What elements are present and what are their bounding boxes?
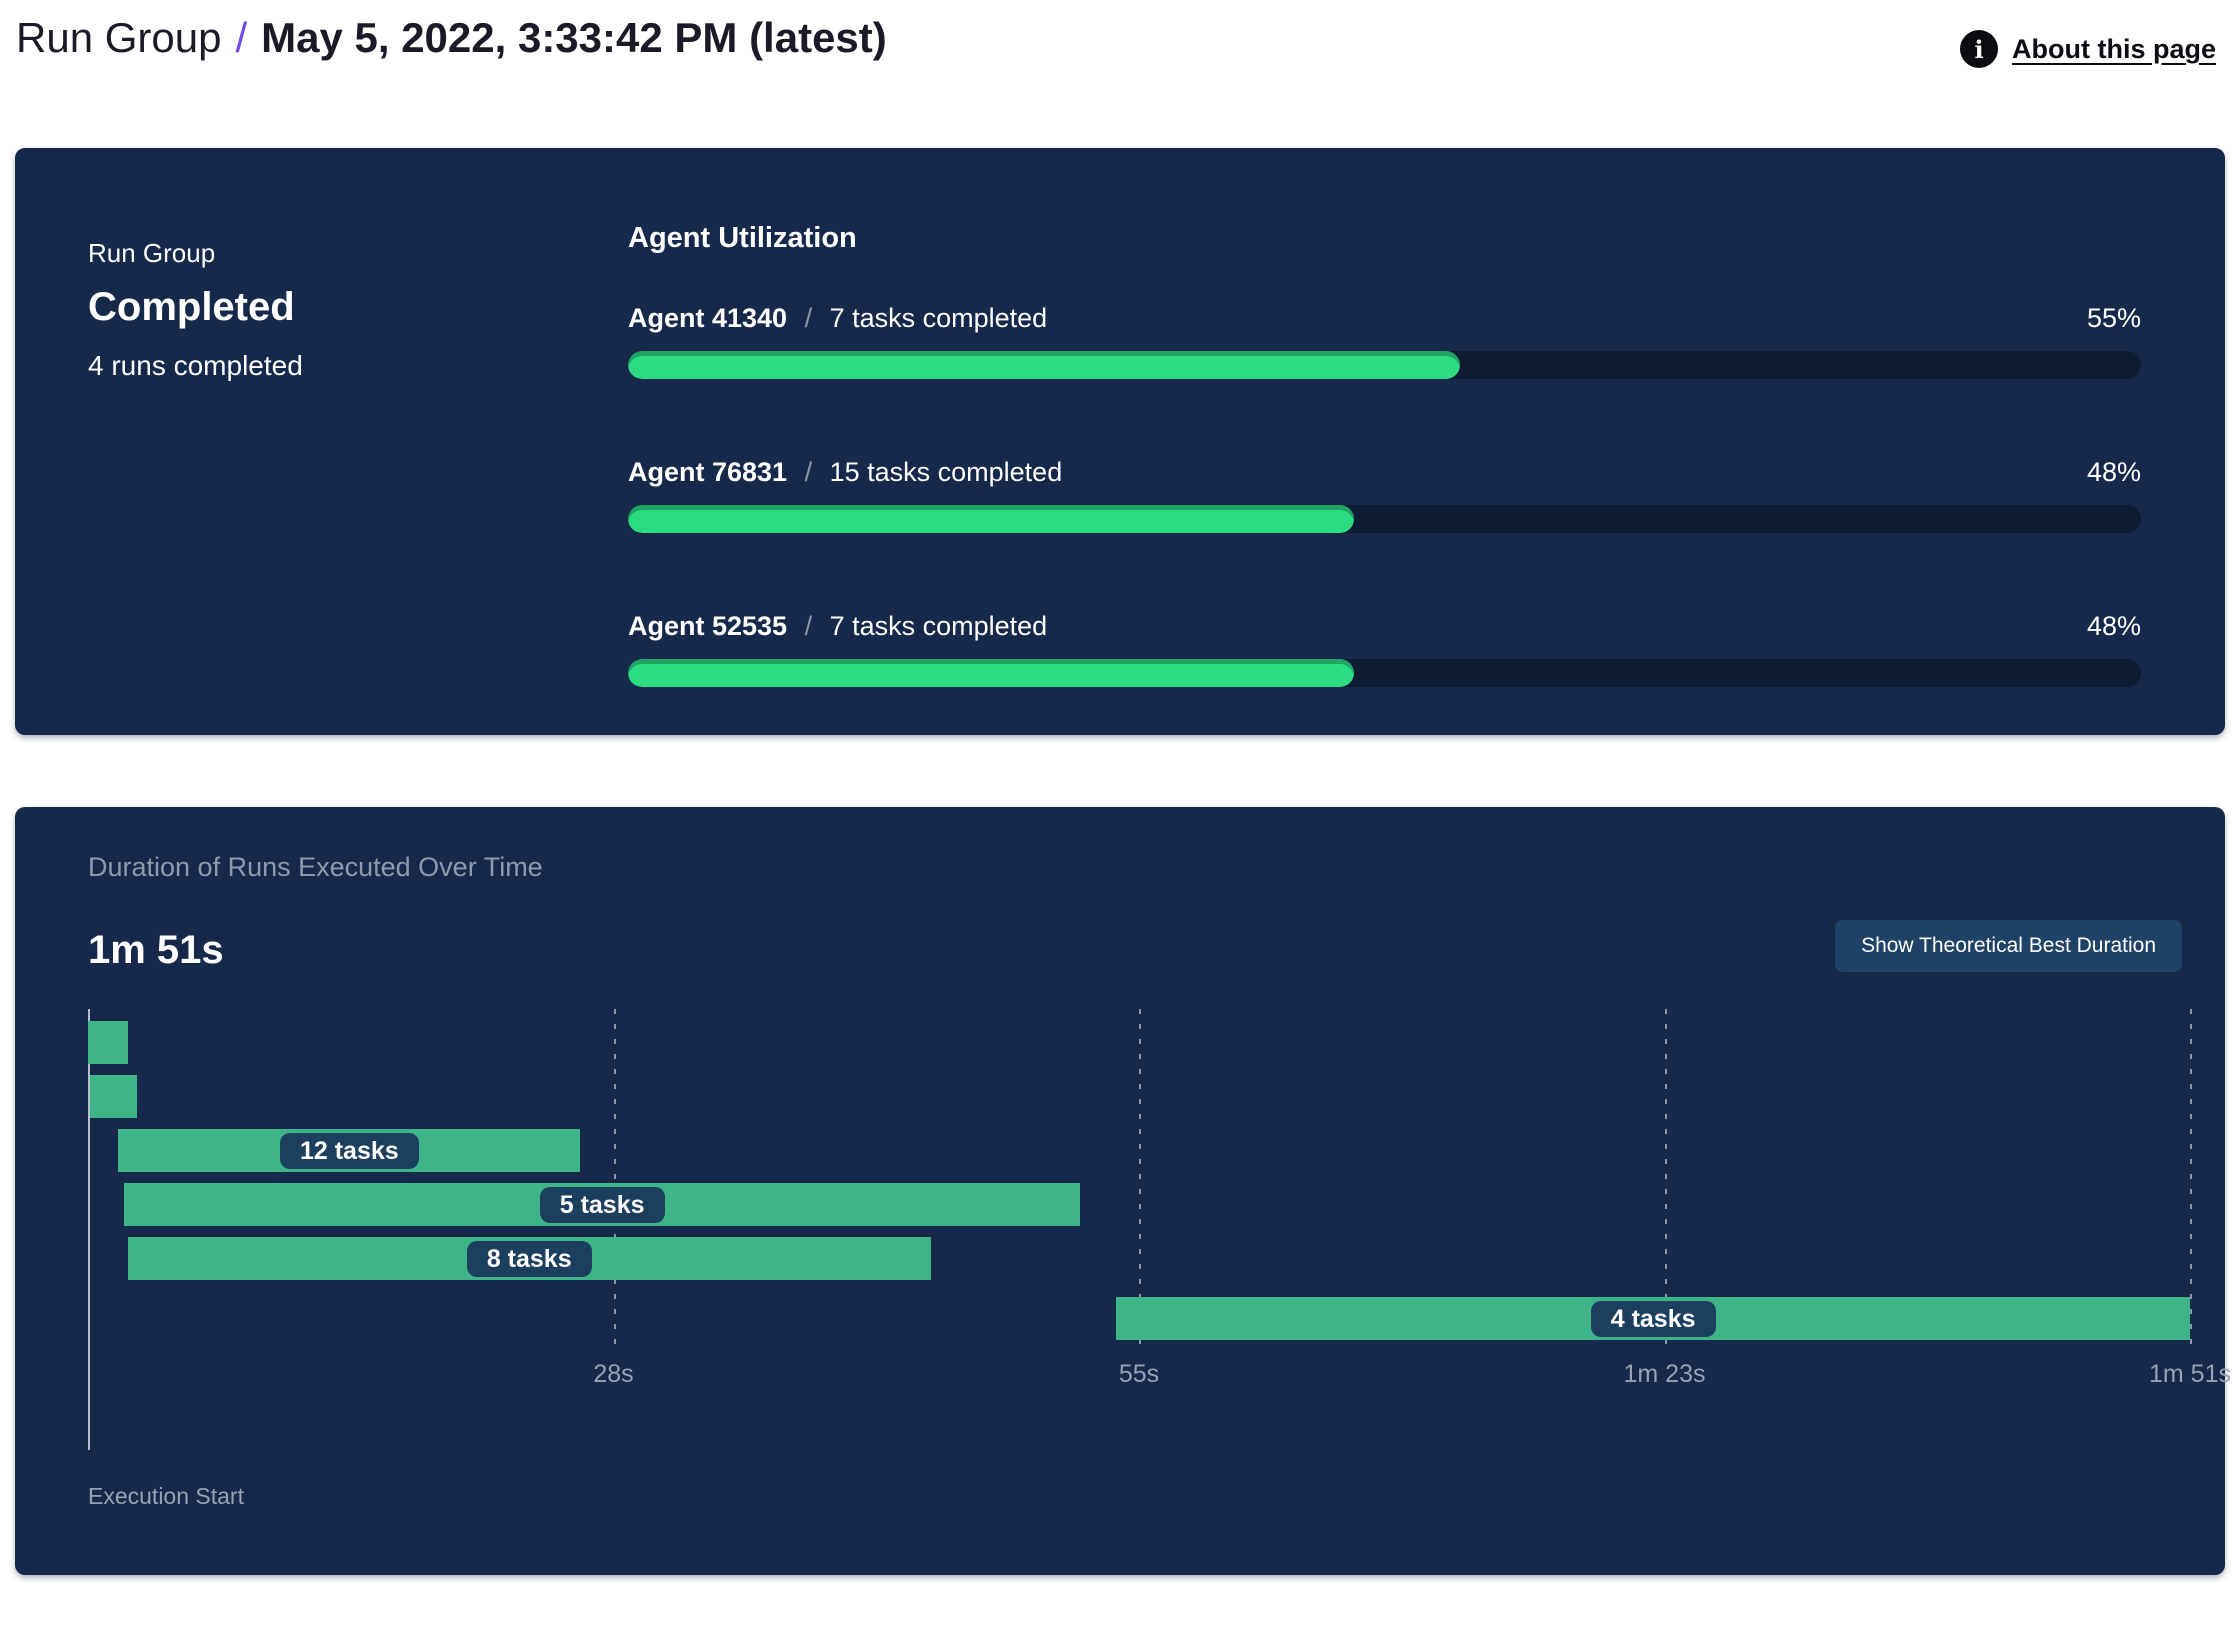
agent-label: Agent 41340 / 7 tasks completed <box>628 301 1047 340</box>
agent-utilization-title: Agent Utilization <box>628 222 857 254</box>
agent-label-separator: / <box>797 611 820 641</box>
gridline-1m-23s <box>1664 1009 1667 1354</box>
gantt-plot-area: 28s 55s 1m 23s 1m 51s 12 tasks 5 tasks 8 tasks… <box>88 1009 2231 1519</box>
y-axis-line <box>88 1009 90 1450</box>
utilization-bar-fill <box>628 351 1461 379</box>
duration-header-row: 1m 51s Show Theoretical Best Duration <box>88 920 2185 975</box>
utilization-bar-track <box>628 659 2141 687</box>
x-tick-label: 1m 51s <box>2149 1360 2231 1388</box>
utilization-bar-track <box>628 351 2141 379</box>
duration-panel: Duration of Runs Executed Over Time 1m 5… <box>15 807 2231 1575</box>
agent-label-line: Agent 52535 / 7 tasks completed 48% <box>628 609 2141 648</box>
run-group-summary-panel: Run Group Completed 4 runs completed Age… <box>15 148 2225 735</box>
agent-label: Agent 52535 / 7 tasks completed <box>628 609 1047 648</box>
utilization-bar-track <box>628 505 2141 533</box>
x-tick-label: 55s <box>1118 1360 1160 1388</box>
run-bar[interactable]: 12 tasks <box>118 1129 581 1172</box>
task-count-pill: 12 tasks <box>279 1132 419 1169</box>
agent-label-separator: / <box>797 303 820 333</box>
info-icon: i <box>1960 30 1998 68</box>
run-bar[interactable] <box>88 1021 128 1064</box>
agent-utilization-percent: 55% <box>2086 303 2141 333</box>
page-header: Run Group / May 5, 2022, 3:33:42 PM (lates… <box>0 0 2240 100</box>
page-title: Run Group / May 5, 2022, 3:33:42 PM (lates… <box>16 10 887 66</box>
x-tick-label: 1m 23s <box>1623 1360 1706 1388</box>
task-count-pill: 5 tasks <box>539 1186 665 1223</box>
agent-name: Agent 76831 <box>628 457 788 487</box>
task-count-pill: 4 tasks <box>1590 1300 1716 1337</box>
agent-label-line: Agent 41340 / 7 tasks completed 55% <box>628 301 2141 340</box>
breadcrumb-run-group: Run Group <box>16 14 222 61</box>
agent-tasks-completed: 7 tasks completed <box>829 303 1048 333</box>
execution-start-label: Execution Start <box>88 1483 244 1509</box>
about-this-page[interactable]: i About this page <box>1960 30 2216 68</box>
agent-utilization-list: Agent 41340 / 7 tasks completed 55% Agen… <box>628 301 2141 687</box>
show-theoretical-best-duration-button[interactable]: Show Theoretical Best Duration <box>1835 920 2182 972</box>
run-bar[interactable] <box>89 1075 138 1118</box>
run-group-status-column: Run Group Completed 4 runs completed <box>88 222 628 735</box>
chart-title: Duration of Runs Executed Over Time <box>88 852 543 882</box>
gridline-28s <box>613 1009 616 1354</box>
breadcrumb-separator: / <box>235 14 248 61</box>
agent-utilization-row: Agent 41340 / 7 tasks completed 55% <box>628 301 2141 379</box>
agent-utilization-section: Agent Utilization Agent 41340 / 7 tasks … <box>628 222 2141 735</box>
runs-completed-count: 4 runs completed <box>88 350 303 381</box>
run-bar[interactable]: 5 tasks <box>123 1183 1081 1226</box>
agent-utilization-row: Agent 52535 / 7 tasks completed 48% <box>628 609 2141 687</box>
total-duration: 1m 51s <box>88 928 224 972</box>
agent-label-line: Agent 76831 / 15 tasks completed 48% <box>628 455 2141 494</box>
utilization-bar-fill <box>628 659 1355 687</box>
about-this-page-link[interactable]: About this page <box>2012 33 2216 64</box>
agent-tasks-completed: 7 tasks completed <box>829 611 1048 641</box>
agent-name: Agent 41340 <box>628 303 788 333</box>
agent-utilization-percent: 48% <box>2086 611 2141 641</box>
run-group-label: Run Group <box>88 238 216 268</box>
agent-tasks-completed: 15 tasks completed <box>829 457 1063 487</box>
gridline-1m-51s <box>2190 1009 2192 1354</box>
x-tick-label: 28s <box>593 1360 634 1388</box>
agent-utilization-percent: 48% <box>2086 457 2141 487</box>
task-count-pill: 8 tasks <box>466 1240 592 1277</box>
utilization-bar-fill <box>628 505 1355 533</box>
run-group-status: Completed <box>88 285 295 329</box>
agent-label: Agent 76831 / 15 tasks completed <box>628 455 1062 494</box>
run-bar[interactable]: 8 tasks <box>127 1237 931 1280</box>
page-title-date: May 5, 2022, 3:33:42 PM (latest) <box>261 14 887 61</box>
gantt-chart: 28s 55s 1m 23s 1m 51s 12 tasks 5 tasks 8 tasks… <box>88 1009 2231 1519</box>
run-bar[interactable]: 4 tasks <box>1116 1297 2190 1340</box>
agent-utilization-row: Agent 76831 / 15 tasks completed 48% <box>628 455 2141 533</box>
agent-label-separator: / <box>797 457 820 487</box>
agent-name: Agent 52535 <box>628 611 788 641</box>
gridline-55s <box>1139 1009 1141 1354</box>
